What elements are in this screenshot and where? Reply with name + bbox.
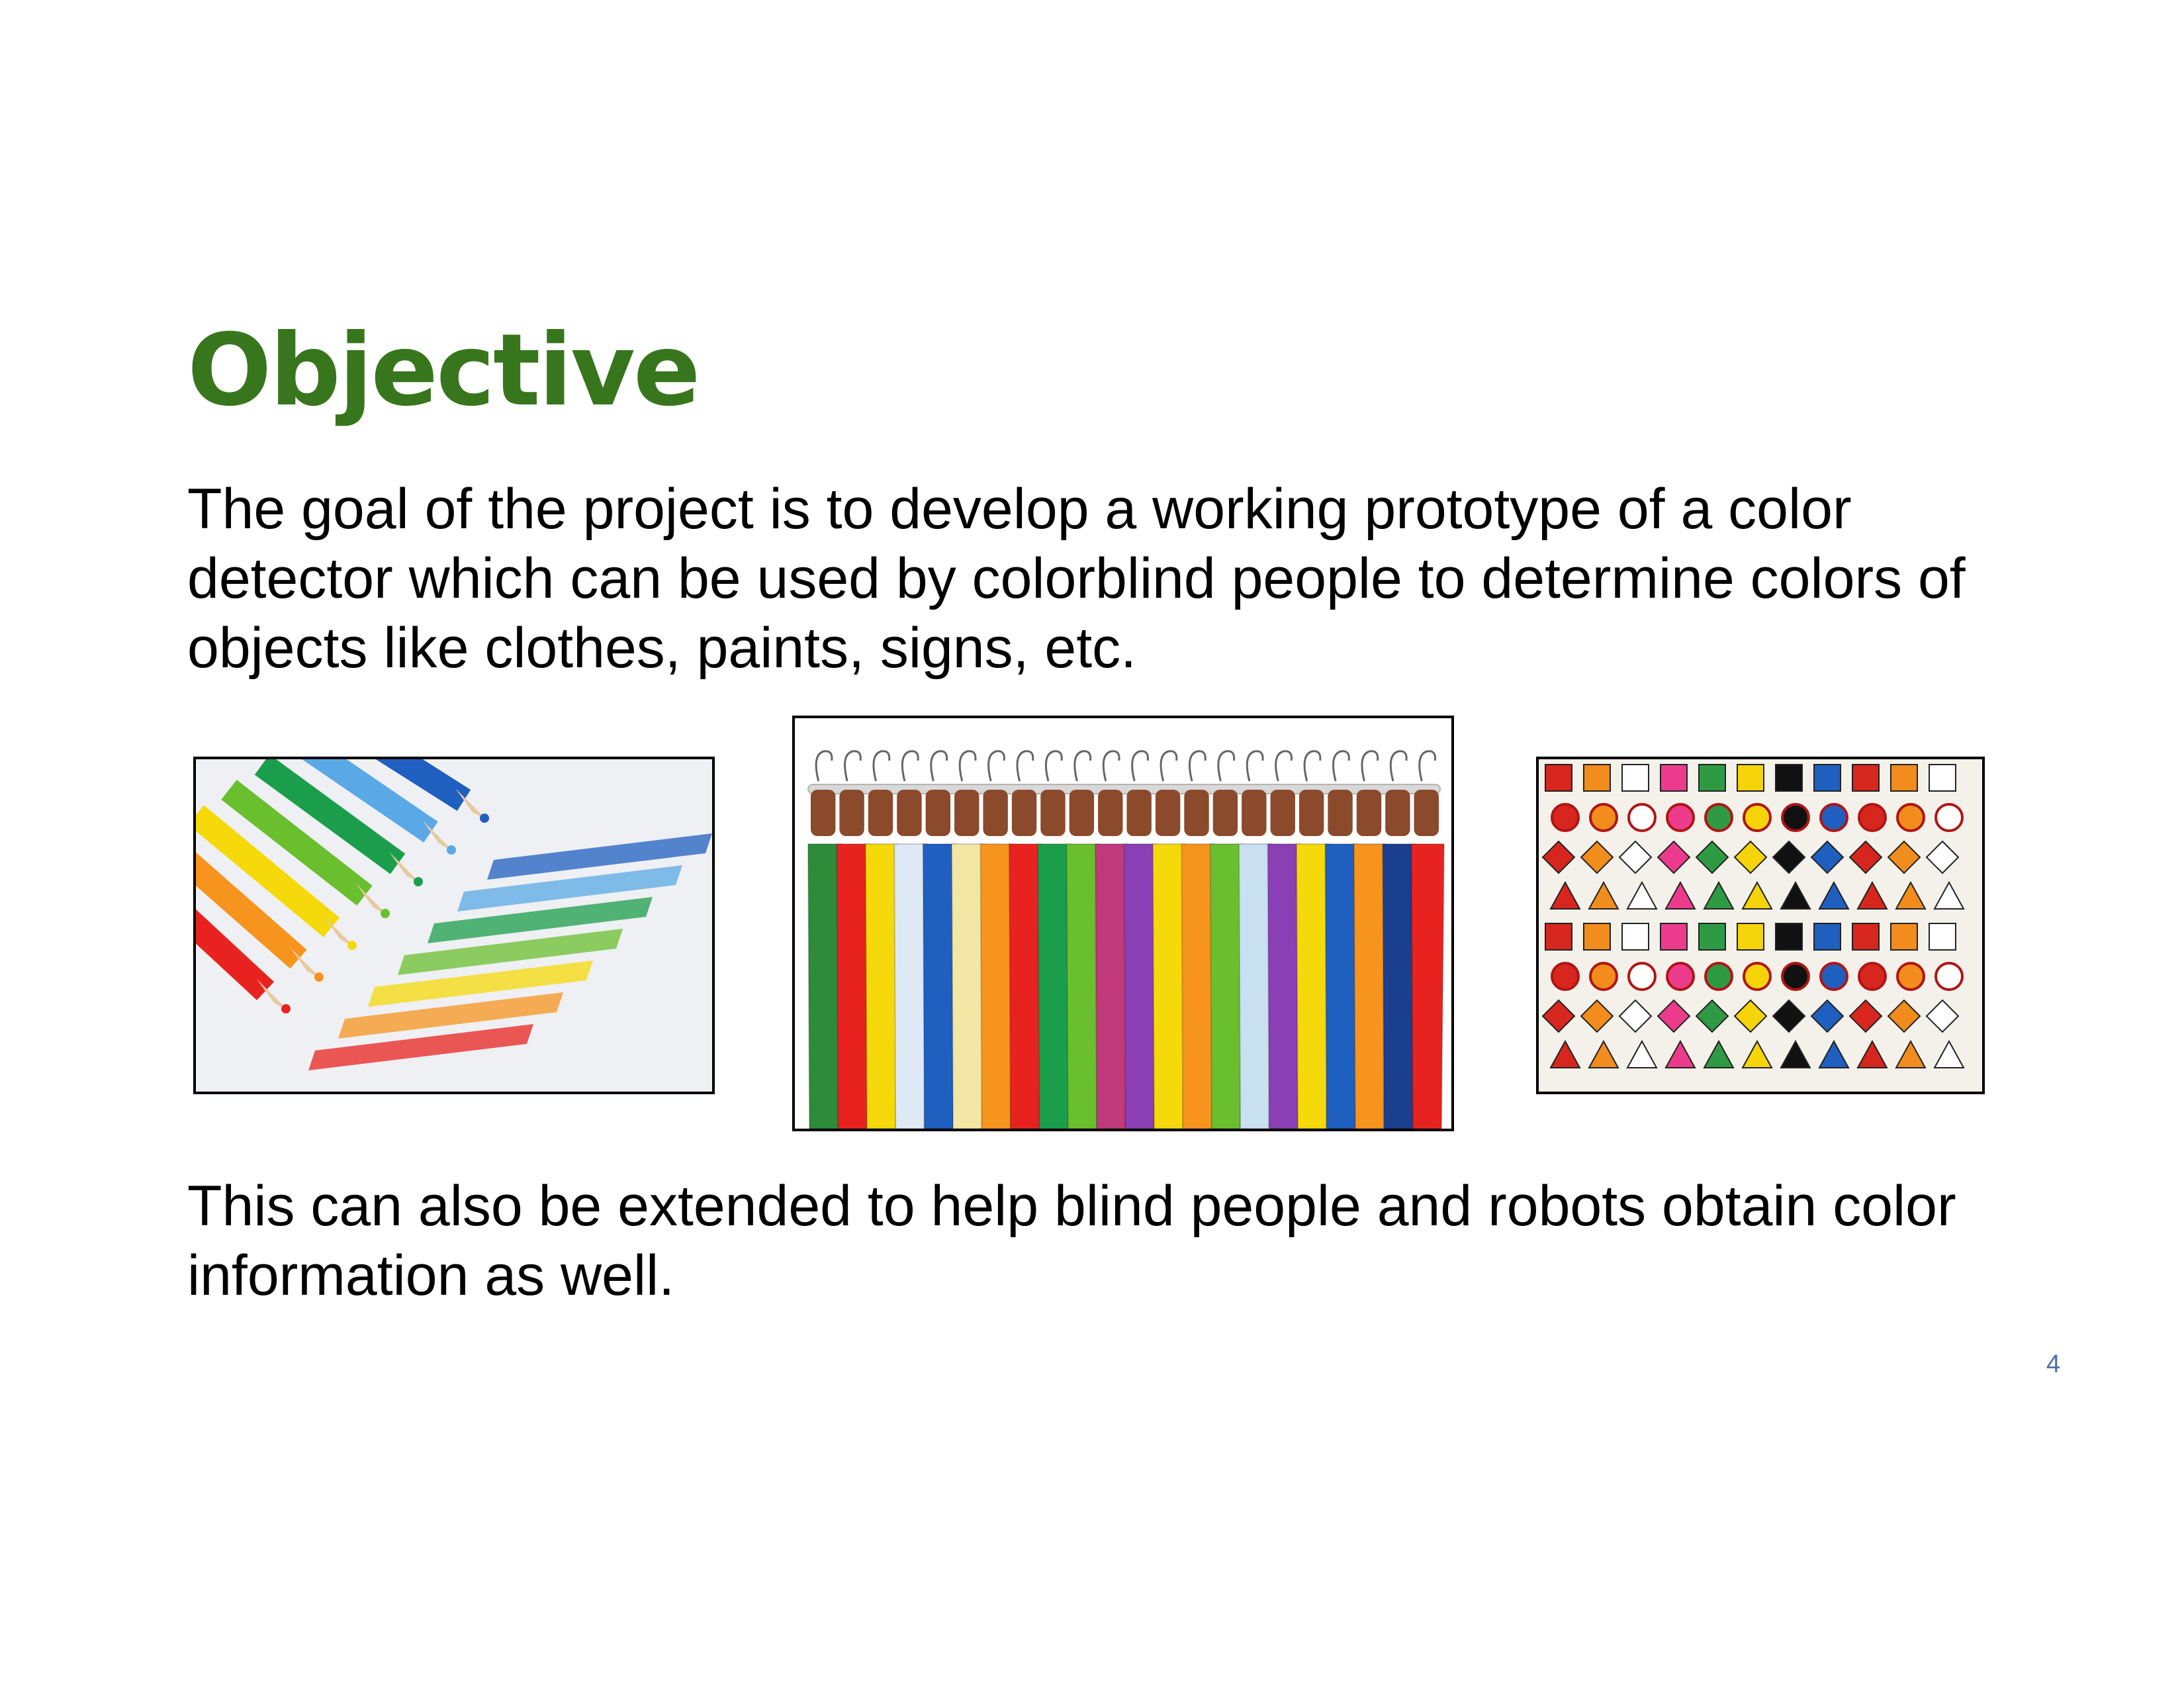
pencil (196, 852, 324, 982)
page-number: 4 (2046, 1350, 2061, 1378)
pencil (375, 759, 489, 823)
colorful-shirts-on-rack-photo (792, 716, 1454, 1131)
objective-paragraph: The goal of the project is to develop a … (187, 477, 1966, 680)
extension-paragraph: This can also be extended to help blind … (187, 1174, 1956, 1307)
pencil (254, 759, 423, 886)
pencil (221, 780, 390, 918)
pencil (302, 759, 456, 855)
pencil (196, 909, 291, 1013)
pencil (196, 805, 357, 950)
slide-title: Objective (187, 313, 701, 428)
road-signs-collage-photo (1536, 757, 1985, 1094)
colored-pencils-photo (193, 757, 715, 1094)
